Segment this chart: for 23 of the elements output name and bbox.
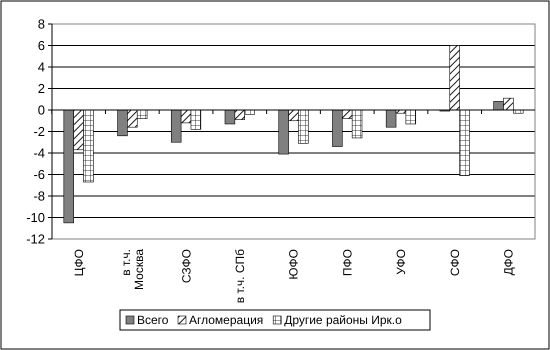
legend-label: Всего (137, 313, 169, 328)
x-tick-label: ЮФО (286, 249, 301, 280)
legend-label: Другие районы Ирк.о (284, 313, 402, 328)
legend-label: Агломерация (189, 313, 264, 328)
y-tick-label: -2 (33, 124, 45, 140)
y-tick-label: -6 (33, 167, 45, 182)
y-tick-label: -10 (26, 210, 45, 226)
x-tick-label: в т.ч. Москва (118, 248, 146, 290)
y-tick-label: 0 (38, 102, 45, 118)
x-tick-label: СЗФО (179, 249, 194, 284)
y-tick-label: -8 (33, 188, 45, 204)
x-tick-label: ПФО (340, 249, 354, 276)
y-tick-label: 6 (38, 38, 45, 54)
x-tick-label: СФО (448, 249, 462, 276)
y-tick-label: -12 (26, 232, 45, 247)
y-tick-label: -4 (33, 146, 45, 161)
y-tick-label: 2 (38, 81, 45, 96)
x-tick-label: в т.ч. СПб (232, 248, 247, 304)
y-tick-label: 8 (38, 16, 45, 32)
x-tick-label: ЦФО (72, 249, 86, 276)
x-tick-label: УФО (394, 249, 408, 275)
y-tick-label: 4 (38, 60, 45, 75)
x-tick-label: ДФО (502, 249, 516, 276)
